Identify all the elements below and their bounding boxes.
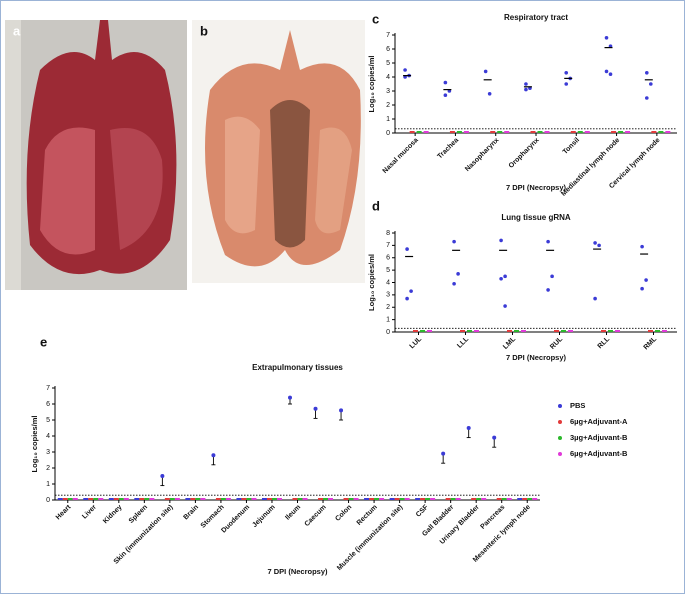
point	[645, 71, 649, 75]
point	[649, 82, 653, 86]
y-tick-label: 3	[46, 449, 50, 456]
point	[593, 241, 597, 245]
x-axis-label: 7 DPI (Necropsy)	[506, 183, 567, 192]
panel-label: c	[372, 11, 379, 26]
legend-label: PBS	[570, 401, 585, 410]
y-tick-label: 1	[46, 481, 50, 488]
point	[564, 82, 569, 86]
x-axis-label: 7 DPI (Necropsy)	[506, 353, 567, 362]
y-tick-label: 2	[46, 465, 50, 472]
point	[597, 243, 601, 248]
y-tick-label: 7	[386, 32, 390, 39]
panel-label: d	[372, 198, 380, 213]
legend-label: 6µg+Adjuvant-A	[570, 417, 628, 426]
point	[499, 238, 503, 243]
y-tick-label: 0	[46, 497, 50, 504]
x-axis-label: 7 DPI (Necropsy)	[267, 567, 328, 576]
point	[211, 453, 216, 458]
point	[313, 406, 318, 411]
point	[452, 281, 456, 286]
panel-label: e	[40, 334, 47, 349]
legend-marker	[558, 452, 562, 456]
point	[409, 289, 413, 293]
point	[524, 82, 528, 86]
point	[403, 68, 407, 72]
y-tick-label: 1	[386, 116, 390, 123]
point	[593, 296, 597, 301]
chart-title: Extrapulmonary tissues	[252, 363, 343, 372]
point	[564, 71, 569, 75]
y-tick-label: 5	[386, 267, 390, 274]
y-tick-label: 5	[46, 417, 50, 424]
point	[550, 274, 554, 279]
photo-b: b	[192, 20, 365, 283]
point	[524, 87, 528, 92]
y-tick-label: 8	[386, 230, 390, 237]
y-axis-label: Log₁₀ copies/ml	[367, 254, 376, 311]
y-tick-label: 0	[386, 130, 390, 137]
y-tick-label: 7	[46, 385, 50, 392]
point	[441, 451, 446, 456]
point	[487, 92, 492, 96]
chart-title: Respiratory tract	[504, 13, 568, 22]
y-tick-label: 0	[386, 329, 390, 336]
y-tick-label: 3	[386, 292, 390, 299]
y-tick-label: 6	[386, 255, 390, 262]
y-tick-label: 2	[386, 102, 390, 109]
y-tick-label: 1	[386, 316, 390, 323]
point	[339, 408, 344, 413]
point	[456, 272, 460, 276]
legend-marker	[558, 436, 562, 440]
point	[503, 304, 507, 308]
point	[499, 276, 503, 281]
y-tick-label: 6	[386, 46, 390, 53]
y-tick-label: 7	[386, 242, 390, 249]
point	[405, 296, 409, 301]
point	[443, 80, 448, 85]
panel-label: b	[200, 23, 208, 38]
y-tick-label: 3	[386, 88, 390, 95]
legend-label: 6µg+Adjuvant-B	[570, 449, 628, 458]
point	[640, 286, 644, 291]
point	[644, 278, 648, 282]
point	[608, 72, 613, 76]
point	[405, 247, 409, 251]
point	[546, 288, 550, 292]
point	[443, 93, 448, 97]
point	[503, 274, 507, 279]
point	[640, 244, 644, 249]
point	[604, 69, 609, 74]
y-axis-label: Log₁₀ copies/ml	[367, 56, 376, 113]
point	[466, 426, 471, 430]
point	[160, 474, 165, 478]
legend-label: 3µg+Adjuvant-B	[570, 433, 628, 442]
y-tick-label: 6	[46, 401, 50, 408]
legend-marker	[558, 420, 562, 424]
panel-label: a	[13, 23, 21, 38]
point	[604, 36, 609, 40]
chart-title: Lung tissue gRNA	[501, 213, 571, 222]
point	[645, 96, 649, 100]
y-axis-label: Log₁₀ copies/ml	[30, 416, 39, 473]
y-tick-label: 4	[386, 74, 390, 81]
point	[288, 395, 292, 400]
point	[452, 239, 456, 244]
point	[492, 435, 497, 440]
point	[483, 69, 488, 74]
y-tick-label: 2	[386, 304, 390, 311]
y-tick-label: 4	[46, 433, 50, 440]
y-tick-label: 5	[386, 60, 390, 67]
y-tick-label: 4	[386, 279, 390, 286]
photo-a: a	[5, 20, 187, 290]
legend-marker	[558, 404, 562, 408]
point	[546, 239, 550, 244]
